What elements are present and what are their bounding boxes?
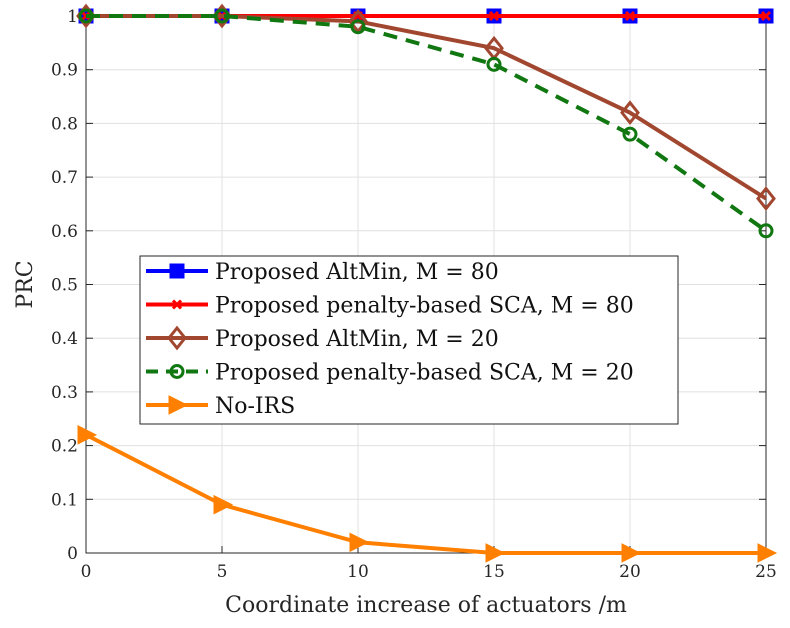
- y-tick-label: 0: [67, 544, 78, 564]
- legend-box: [139, 255, 679, 425]
- x-tick-label: 25: [755, 562, 777, 582]
- series-line: [85, 433, 766, 555]
- x-tick-label: 20: [619, 562, 641, 582]
- y-tick-label: 0.2: [51, 437, 78, 457]
- legend-label: Proposed AltMin, M = 80: [215, 260, 499, 285]
- y-tick-label: 0.5: [51, 276, 78, 296]
- series-3: [78, 8, 774, 239]
- circle-marker: [758, 223, 774, 239]
- y-axis-label: PRC: [13, 260, 38, 308]
- x-marker: [488, 10, 500, 22]
- x-marker-stroke: [171, 299, 183, 310]
- circle-marker: [78, 8, 94, 24]
- x-marker-stroke: [624, 10, 636, 22]
- y-tick-label: 0.9: [51, 61, 78, 81]
- triangle-right-marker: [621, 543, 642, 563]
- x-marker: [624, 10, 636, 22]
- triangle-right-marker: [349, 532, 370, 553]
- diamond-marker: [167, 325, 187, 351]
- y-tick-label: 0.8: [51, 114, 78, 134]
- legend-item: Proposed penalty-based SCA, M = 20: [146, 361, 634, 386]
- y-tick-label: 0.6: [51, 222, 78, 242]
- x-marker-stroke: [760, 10, 772, 22]
- x-marker: [171, 299, 183, 310]
- legend-label: Proposed penalty-based SCA, M = 20: [215, 361, 634, 386]
- triangle-right-marker: [77, 425, 98, 445]
- x-tick-label: 0: [81, 562, 92, 582]
- series-line: [86, 14, 768, 201]
- triangle-right-marker: [213, 494, 234, 515]
- legend-item: No-IRS: [146, 394, 295, 419]
- circle-marker: [622, 126, 638, 142]
- series-2: [76, 3, 776, 211]
- y-tick-label: 1: [67, 7, 78, 27]
- triangle-right-marker: [757, 543, 778, 563]
- legend-label: No-IRS: [215, 394, 295, 419]
- x-tick-label: 15: [483, 562, 505, 582]
- legend-label: Proposed penalty-based SCA, M = 80: [215, 294, 634, 319]
- triangle-right-marker: [485, 543, 506, 563]
- x-tick-label: 5: [217, 562, 228, 582]
- series-4: [77, 425, 778, 563]
- circle-marker: [169, 364, 185, 379]
- y-tick-label: 0.1: [51, 490, 78, 510]
- legend-item: Proposed AltMin, M = 20: [146, 325, 499, 352]
- x-axis-label: Coordinate increase of actuators /m: [225, 593, 627, 618]
- legend: Proposed AltMin, M = 80 Proposed penalty-…: [139, 255, 679, 425]
- circle-marker: [214, 8, 230, 24]
- y-tick-label: 0.7: [51, 168, 78, 188]
- x-marker: [760, 10, 772, 22]
- x-tick-label: 10: [347, 562, 369, 582]
- diamond-marker: [756, 186, 776, 211]
- triangle-right-marker: [168, 395, 189, 415]
- circle-marker: [350, 19, 366, 35]
- y-tick-label: 0.4: [51, 329, 78, 349]
- y-tick-label: 0.3: [51, 383, 78, 403]
- circle-marker: [486, 56, 502, 72]
- legend-item: Proposed penalty-based SCA, M = 80: [146, 294, 634, 319]
- square-marker: [169, 263, 185, 279]
- x-marker-stroke: [488, 10, 500, 22]
- diamond-marker: [620, 100, 640, 126]
- legend-item: Proposed AltMin, M = 80: [146, 260, 499, 285]
- legend-label: Proposed AltMin, M = 20: [215, 327, 499, 352]
